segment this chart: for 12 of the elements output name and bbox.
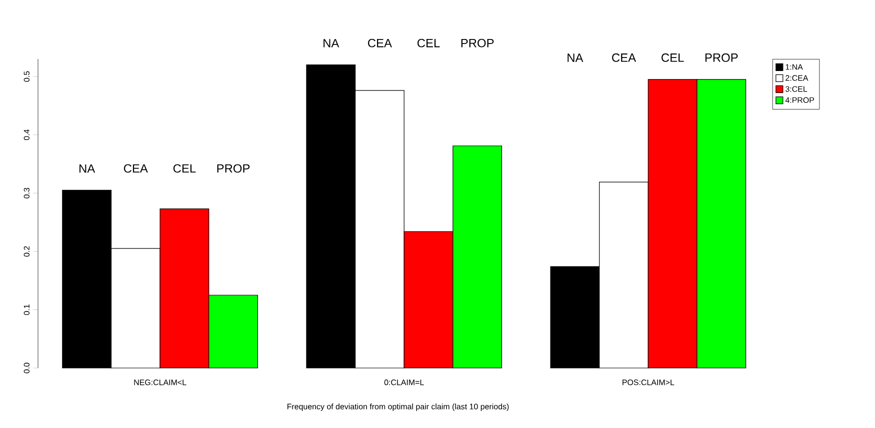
annotation: CEL	[173, 164, 196, 173]
annotation: CEA	[612, 53, 636, 62]
text: PROP	[461, 38, 494, 48]
annotation: PROP	[705, 53, 738, 62]
annotation: NA	[568, 54, 584, 62]
text: NA	[324, 39, 340, 48]
annotation: CEL	[662, 53, 684, 62]
text: CEA	[368, 38, 392, 48]
annotation: PROP	[217, 164, 250, 173]
text: CEL	[417, 38, 440, 48]
annotation: CEA	[124, 164, 148, 173]
annotation: NA	[79, 164, 96, 173]
